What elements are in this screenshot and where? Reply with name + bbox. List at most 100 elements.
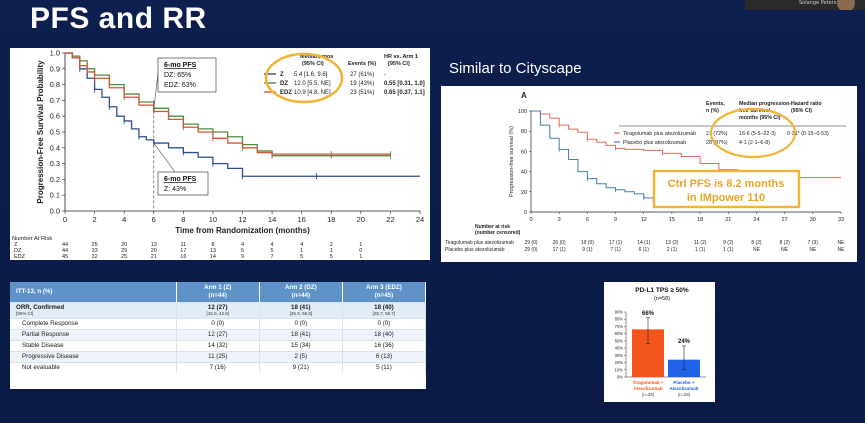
legend-header: Events (%) [348,61,376,67]
y-tick-label: 10% [615,367,624,372]
y-tick-label: 0.4 [50,143,60,152]
annotation-title: 6-mo PFS [164,176,197,183]
risk-value: 20 [151,248,157,254]
legend-header: Median progression- [739,101,791,107]
table-row: Not evaluable 7 (16) 9 (21) 5 (11) [10,361,427,373]
risk-value: 11 [180,242,186,248]
x-tick-label: 3 [558,217,561,223]
y-tick-label: 50% [615,338,624,343]
y-tick-label: 0% [617,375,623,380]
y-tick-label: 60 [521,149,527,155]
risk-value: 8 (2) [751,240,762,246]
bar-title: PD-L1 TPS ≥ 50% [635,287,689,294]
response-table-panel: ITT-13, n (%) Arm 1 (Z) (n=44) Arm 2 (DZ)… [10,282,427,389]
x-tick-label: 14 [268,215,276,224]
risk-value: 7 (3) [808,240,819,246]
y-tick-label: 80 [521,129,527,135]
legend-header: Median, mos [300,54,333,60]
y-tick-label: 100 [518,109,527,115]
risk-arm: Placebo plus atezolizumab [445,247,505,253]
risk-value: 17 (1) [553,247,566,253]
risk-value: 13 (2) [665,240,678,246]
table-cell: 16 (36) [342,339,427,351]
legend-events: 23 (51%) [350,90,374,96]
table-header-row: ITT-13, n (%) Arm 1 (Z) (n=44) Arm 2 (DZ)… [10,282,427,302]
risk-value: 4 [271,242,274,248]
legend-header: free survival, [739,108,772,114]
x-tick-label: 0 [63,215,67,224]
risk-value: 32 [92,254,98,260]
risk-value: 44 [62,242,68,248]
x-tick-label: 16 [297,215,305,224]
km-main-panel: 0.0 0.1 0.2 0.3 0.4 0.5 0.6 0.7 0.8 0.9 1.0 0 2 4 6 8 10… [10,48,430,260]
legend-events: 21 (72%) [706,131,728,137]
risk-value: 25 [121,254,127,260]
legend-header: (95% CI) [791,108,812,114]
legend-header: (95% CI) [302,61,324,67]
bar-category-label: Atezolizumab [633,386,662,391]
table-cell: 18 (41) [259,328,343,340]
x-tick-label: 18 [697,217,703,223]
table-cell: 18 (40) [25.7, 55.7] [342,301,427,318]
table-cell-label: Complete Response [10,317,177,329]
legend-events: 19 (43%) [350,81,374,87]
table-cell: 9 (21) [259,361,343,373]
table-cell-label: Partial Response [10,328,177,340]
annotation-line: DZ: 65% [164,72,191,79]
x-tick-label: 24 [416,215,424,224]
annotation-line: Z: 43% [164,186,186,193]
risk-value: 2 (1) [667,247,678,253]
table-header: ITT-13, n (%) [10,282,177,302]
y-tick-label: 1.0 [50,49,60,58]
risk-value: 7 (1) [610,247,621,253]
legend-arm: DZ [280,81,288,87]
legend-median: 4·1 (2·1–6·8) [739,140,770,146]
legend-median: 16·6 (5·5–22·3) [739,131,776,137]
km-cityscape-chart: A 0 20 40 60 80 100 0 3 6 9 12 15 18 21 24 27 30 33 Progres… [445,91,846,253]
risk-value: NE [838,247,846,253]
x-tick-label: 30 [810,217,816,223]
table-cell: 2 (5) [259,350,343,362]
risk-value: NE [753,247,761,253]
risk-value: 13 [151,242,157,248]
risk-value: 19 (0) [581,240,594,246]
legend-events: 27 (61%) [350,72,374,78]
pdl1-bar-chart: PD-L1 TPS ≥ 50% (n=58) 0% 10% 20% 30% 40% 50% 60… [615,287,706,397]
y-tick-label: 0.6 [50,112,60,121]
table-cell: 12 (27) [176,328,260,340]
legend-header: Events, [706,101,725,107]
y-tick-label: 0.8 [50,80,60,89]
table-row: Stable Disease 14 (32) 15 (34) 16 (36) [10,339,427,351]
y-tick-label: 0.9 [50,64,60,73]
y-tick-label: 0.5 [50,128,60,137]
risk-value: 1 [300,248,303,254]
legend-header: Hazard ratio [791,101,822,107]
x-tick-label: 18 [327,215,335,224]
y-tick-label: 0.1 [50,191,60,200]
risk-value: 4 [300,242,303,248]
risk-value: 20 [121,242,127,248]
legend-header: n (%) [706,108,719,114]
annotation-box-top [157,57,217,93]
legend-hr: - [384,72,386,78]
panel-label: A [521,91,527,100]
table-cell-label: Not evaluable [10,361,177,373]
risk-value: 2 [330,242,333,248]
risk-value: 1 [330,248,333,254]
table-header: Arm 2 (DZ) (n=44) [259,282,343,302]
table-cell: 12 (27) [15.0, 42.8] [176,301,260,318]
table-row: Complete Response 0 (0) 0 (0) 0 (0) [10,317,427,329]
risk-arm: EDZ [14,254,26,260]
table-cell: 11 (25) [176,350,260,362]
bar-value-label: 66% [642,311,655,317]
y-tick-label: 20 [521,190,527,196]
x-tick-label: 10 [209,215,217,224]
risk-value: 9 (1) [582,247,593,253]
x-tick-label: 9 [614,217,617,223]
slide-title: PFS and RR [30,2,207,35]
highlight-circle [264,52,344,104]
risk-value: 1 (1) [723,247,734,253]
risk-value: 33 [92,248,98,254]
x-tick-label: 20 [357,215,365,224]
webcam-face [837,0,855,10]
